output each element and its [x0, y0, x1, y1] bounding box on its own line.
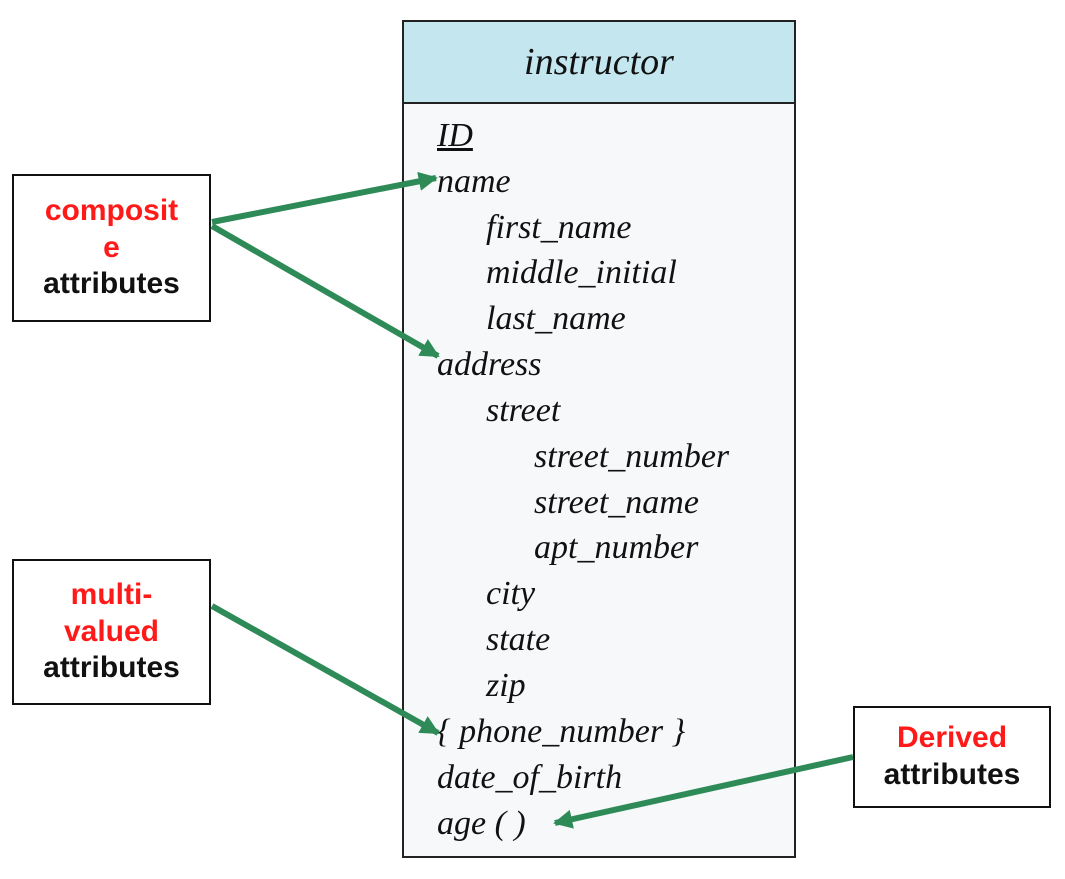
callout-multivalued-line1: multi- [70, 578, 153, 612]
attribute-age: age ( ) [437, 805, 526, 842]
callout-multivalued-attributes: multi- valued attributes [12, 559, 211, 705]
callout-derived-line2: attributes [883, 758, 1021, 791]
callout-composite-line1: composit [44, 194, 179, 228]
attribute-date-of-birth: date_of_birth [437, 759, 623, 796]
callout-composite-line3: attributes [43, 267, 180, 301]
callout-multivalued-line2: valued [63, 614, 160, 648]
callout-derived-line1: Derived [896, 721, 1008, 755]
attribute-last-name: last_name [486, 300, 626, 337]
entity-title: instructor [404, 22, 794, 104]
attribute-middle-initial: middle_initial [486, 254, 677, 291]
callout-composite-attributes: composit e attributes [12, 174, 211, 322]
callout-multivalued-line3: attributes [43, 651, 180, 685]
attribute-street-name: street_name [534, 484, 699, 521]
entity-instructor: instructor [402, 20, 796, 858]
attribute-apt-number: apt_number [534, 529, 699, 566]
attribute-phone-number: { phone_number } [437, 713, 686, 750]
attribute-street-number: street_number [534, 438, 730, 475]
attribute-street: street [486, 392, 561, 429]
attribute-state: state [486, 621, 551, 658]
callout-derived-attributes: Derived attributes [853, 706, 1051, 808]
attribute-first-name: first_name [486, 209, 632, 246]
attribute-city: city [486, 575, 536, 612]
attribute-id: ID [437, 117, 473, 154]
attribute-address: address [437, 346, 542, 383]
attribute-zip: zip [486, 667, 526, 704]
attribute-name: name [437, 163, 511, 200]
callout-composite-line2: e [103, 230, 120, 264]
